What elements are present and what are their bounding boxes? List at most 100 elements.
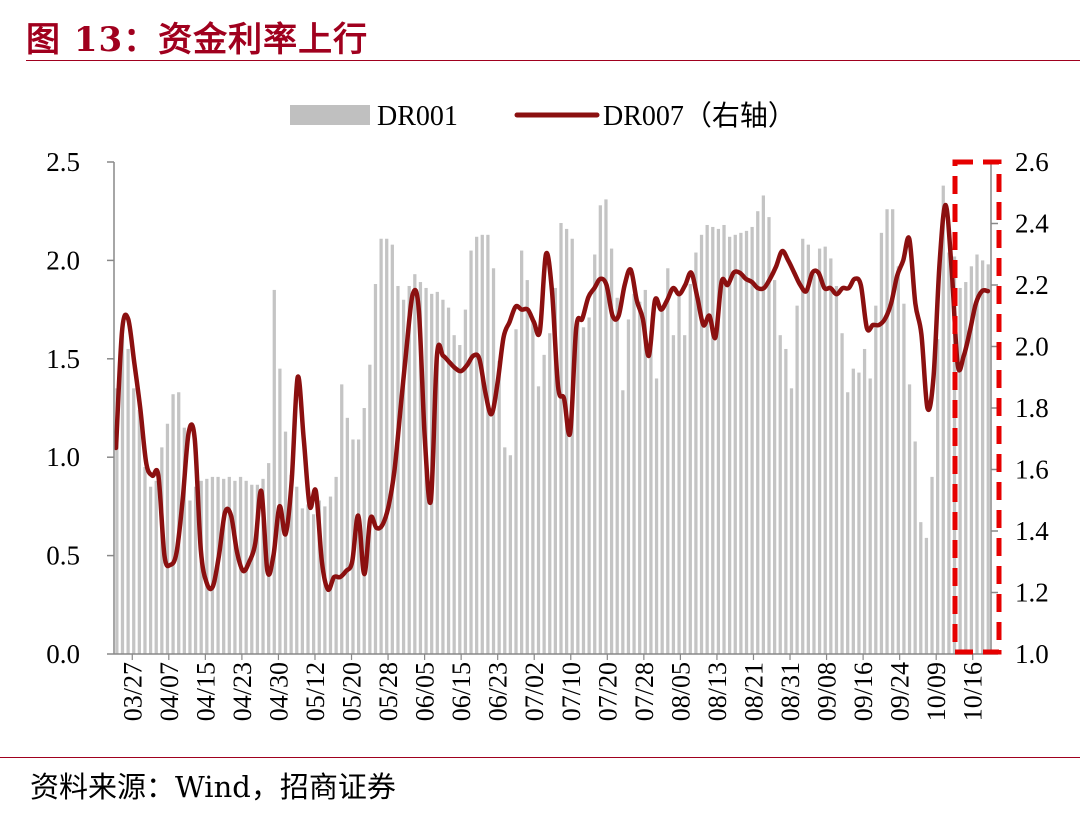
dr001-bar	[356, 439, 361, 654]
dr001-bar	[840, 333, 844, 654]
right-tick-label: 1.6	[1015, 455, 1049, 485]
x-tick-label: 07/28	[630, 662, 659, 721]
dr001-bar	[267, 463, 271, 654]
dr001-bar	[868, 378, 872, 654]
x-tick-label: 03/27	[118, 662, 147, 721]
dr001-bar	[952, 256, 957, 654]
x-tick-label: 04/07	[155, 662, 184, 721]
dr001-bar	[379, 238, 383, 654]
dr001-bar	[553, 287, 557, 654]
dr001-bar	[716, 228, 721, 654]
left-tick-label: 2.0	[46, 245, 80, 275]
right-tick-label: 1.2	[1015, 578, 1049, 608]
dr001-bar	[491, 268, 496, 654]
dr001-bar	[964, 282, 968, 654]
dr001-bar	[778, 335, 782, 654]
right-tick-label: 2.6	[1015, 147, 1049, 177]
x-tick-label: 07/10	[557, 662, 586, 721]
dr001-bar	[756, 211, 760, 654]
dr001-bar	[654, 378, 659, 654]
dr001-bar	[418, 282, 423, 654]
dr001-bar	[193, 486, 198, 654]
x-tick-label: 09/24	[886, 662, 915, 721]
dr001-bar	[711, 226, 715, 654]
dr001-bar	[649, 331, 653, 654]
dr001-bar	[542, 354, 546, 654]
figure-title: 图 13：资金利率上行	[26, 20, 369, 60]
dr001-bar	[210, 476, 215, 654]
dr001-bar	[789, 388, 794, 654]
dr001-bar	[851, 368, 855, 654]
dr001-bar	[902, 303, 906, 654]
dr001-bar	[385, 238, 389, 654]
dr001-bar	[806, 244, 810, 654]
dr001-bar	[182, 427, 186, 654]
dr001-bar	[823, 246, 827, 654]
dr001-bar	[874, 305, 878, 654]
dr001-bar	[148, 486, 153, 654]
right-tick-label: 1.0	[1015, 639, 1049, 669]
dr001-bar	[722, 224, 726, 655]
x-tick-label: 06/05	[411, 662, 440, 721]
x-tick-label: 08/13	[703, 662, 732, 721]
dr001-bar	[137, 409, 141, 654]
dr001-bar	[733, 234, 737, 654]
left-tick-label: 0.5	[46, 541, 80, 571]
dr001-bar	[879, 232, 884, 654]
left-tick-label: 1.5	[46, 344, 80, 374]
dr001-bar	[604, 199, 608, 654]
dr001-bar	[801, 238, 805, 654]
dr001-bar	[930, 476, 934, 654]
dr001-bar	[255, 484, 260, 654]
dr001-bar	[744, 230, 749, 654]
dr001-bar	[615, 297, 619, 654]
right-tick-label: 1.8	[1015, 393, 1049, 423]
dr001-bar	[452, 335, 456, 654]
dr001-bar	[632, 293, 636, 654]
dr001-bar	[761, 195, 765, 654]
dr001-bar	[598, 205, 602, 655]
dr001-bar	[862, 348, 867, 654]
legend-label-dr007: DR007（右轴）	[603, 100, 796, 132]
dr001-bar	[413, 274, 417, 654]
dr001-bar	[941, 185, 945, 654]
dr001-bar	[969, 266, 974, 654]
dr001-bar	[536, 386, 541, 654]
dr001-bar	[885, 209, 889, 655]
x-tick-label: 04/30	[264, 662, 293, 721]
dr001-bar	[581, 327, 586, 654]
dr001-bar	[919, 522, 923, 654]
x-tick-label: 09/08	[813, 662, 842, 721]
dr001-bar	[205, 478, 209, 654]
dr001-bar	[986, 264, 990, 654]
dr-rates-chart: 0.0 0.5 1.0 1.5 2.0 2.5 1.0 1.2 1.4 1.6 1.8 2.0 2.2 2…	[46, 100, 1049, 721]
dr001-bar	[317, 500, 321, 654]
dr001-bar	[683, 335, 687, 654]
dr001-bar	[362, 408, 366, 654]
x-tick-label: 05/12	[301, 662, 330, 721]
dr001-bar	[390, 244, 394, 654]
x-tick-label: 07/02	[520, 662, 549, 721]
dr001-bar	[559, 223, 563, 654]
dr001-bar	[671, 335, 676, 654]
dr001-bar	[795, 305, 799, 654]
x-tick-label: 04/23	[228, 662, 257, 721]
dr001-bar	[373, 284, 378, 654]
dr001-bar	[503, 447, 507, 654]
dr001-bar	[143, 467, 147, 654]
dr001-bar	[401, 299, 406, 654]
dr001-bar	[531, 317, 535, 654]
dr001-bar	[739, 232, 743, 654]
dr001-bar	[441, 299, 445, 654]
dr001-bar	[345, 417, 349, 654]
dr001-bar	[227, 476, 231, 654]
dr001-bar	[621, 390, 625, 654]
left-tick-label: 2.5	[46, 147, 80, 177]
dr001-bar	[750, 226, 754, 654]
x-tick-label: 10/16	[959, 662, 988, 721]
dr001-bar	[891, 209, 895, 655]
dr001-bar	[520, 250, 524, 654]
dr001-bar	[975, 254, 979, 654]
dr001-bar	[272, 289, 276, 654]
dr001-bar	[666, 268, 670, 654]
